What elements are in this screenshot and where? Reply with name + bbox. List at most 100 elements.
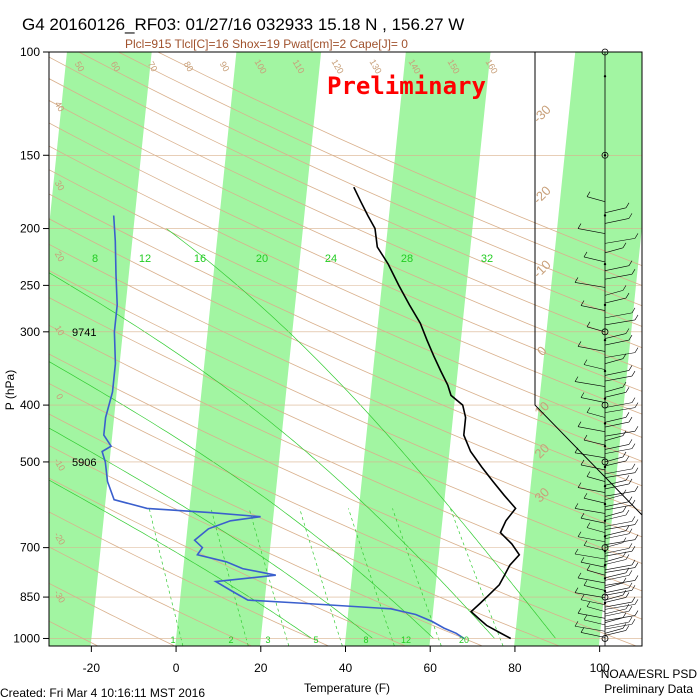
mixing-ratio-line-5 [299, 508, 343, 646]
wind-barb-flag [631, 463, 636, 470]
wind-barb-flag [574, 503, 579, 509]
wind-barb [604, 402, 633, 408]
wind-barb [604, 628, 624, 634]
wind-station-dot [603, 535, 607, 538]
y-tick-label-100: 100 [20, 45, 40, 59]
wind-barb [604, 430, 636, 437]
wind-barb-flag [577, 223, 582, 229]
dry-adiabat-110 [49, 193, 642, 462]
wind-station-dot [603, 154, 607, 157]
wind-barb [574, 625, 606, 632]
chart-title: G4 20160126_RF03: 01/27/16 032933 15.18 … [22, 15, 464, 34]
wind-barb [577, 613, 606, 619]
wind-calm-marker [601, 151, 609, 159]
wind-barb-flag [580, 513, 585, 519]
wind-barb-flag [631, 585, 636, 591]
dry-adiabat-30 [49, 413, 560, 646]
wind-station-dot [603, 589, 607, 593]
wind-barb-flag [625, 603, 630, 610]
mixing-ratio-line-12 [392, 508, 442, 646]
wind-panel-border [534, 52, 643, 646]
theta-left-label-1: 30 [53, 179, 67, 193]
wind-barb-flag [634, 467, 639, 473]
wind-barb-flag [628, 213, 633, 219]
wind-barb-flag [628, 478, 633, 485]
theta-left-label-3: 10 [53, 324, 67, 338]
wind-barb [604, 468, 633, 475]
moist-adiabat-32 [166, 228, 556, 639]
wind-barb-flag [631, 307, 636, 314]
wind-station-dot [603, 262, 607, 266]
wind-barb-flag [625, 567, 630, 573]
wind-barb-flag [631, 269, 636, 275]
wind-barb [580, 305, 606, 311]
wind-barb [604, 539, 636, 545]
dry-adiabat-170 [49, 56, 642, 327]
wind-barb-flag [625, 412, 630, 418]
dry-adiabat-90 [49, 243, 642, 512]
wind-barb [604, 218, 630, 224]
y-tick-label-200: 200 [20, 222, 40, 236]
wind-barb [604, 370, 630, 376]
wind-barb-flag [622, 623, 627, 629]
wind-barb [604, 587, 630, 594]
wind-barb [577, 346, 606, 352]
temperature-band-4 [684, 52, 700, 646]
wind-barb [586, 196, 606, 202]
sounding-trace-0 [353, 186, 521, 640]
wind-barb [604, 623, 633, 630]
wind-barb [604, 575, 630, 581]
wind-barb-flag [634, 575, 639, 581]
wind-barb [604, 407, 636, 413]
wind-barb-flag [631, 370, 636, 377]
dry-adiabat-120 [49, 169, 642, 438]
theta-left-label-4: 0 [54, 392, 65, 401]
wind-barb-flag [622, 285, 627, 291]
wind-barb [604, 514, 627, 521]
wind-barb [583, 619, 606, 626]
wind-barb-flag [586, 565, 591, 571]
wind-barb [604, 297, 627, 304]
wind-barb-flag [586, 321, 591, 327]
wind-barb-flag [574, 548, 579, 555]
x-tick-label-60: 60 [424, 661, 438, 675]
dry-adiabat--20 [49, 582, 175, 646]
wind-station-dot [603, 422, 607, 425]
wind-barb-flag [625, 475, 630, 481]
y-axis-label: P (hPa) [3, 370, 17, 410]
wind-barb [604, 386, 624, 393]
wind-barb [574, 452, 606, 459]
mixing-ratio-label-8: 8 [92, 253, 98, 265]
wind-barb-flag [628, 570, 633, 576]
y-tick-label-150: 150 [20, 148, 40, 162]
theta-left-label-2: 20 [53, 250, 67, 264]
wind-barb [604, 608, 627, 615]
dry-adiabat-180 [78, 52, 642, 307]
moist-adiabat-8 [49, 427, 373, 639]
wind-station-dot [603, 369, 607, 373]
wind-station-dot [603, 550, 607, 553]
wind-barb [577, 487, 606, 493]
x-tick-label-20: 20 [254, 661, 268, 675]
theta-label-90: 90 [218, 60, 232, 74]
wind-barb-flag [628, 260, 633, 266]
wind-barb-flag [622, 430, 627, 436]
mixing-ratio-label-20: 20 [256, 253, 268, 265]
wind-barb [586, 527, 606, 533]
wind-station-dot [603, 338, 607, 342]
wind-barb [583, 497, 606, 504]
wind-barb [604, 604, 636, 610]
wind-barb-flag [583, 434, 588, 441]
wind-barb [580, 561, 606, 568]
wind-barb [604, 460, 627, 467]
wind-barb-flag [622, 537, 627, 543]
wind-barb-flag [628, 334, 633, 341]
wind-barb-flag [634, 426, 639, 432]
wind-barb [580, 397, 606, 403]
wind-barb-flag [583, 359, 588, 365]
wind-station-dot [603, 577, 607, 580]
x-tick-label-80: 80 [508, 661, 522, 675]
dry-adiabat-100 [49, 218, 642, 487]
y-tick-label-700: 700 [20, 541, 40, 555]
